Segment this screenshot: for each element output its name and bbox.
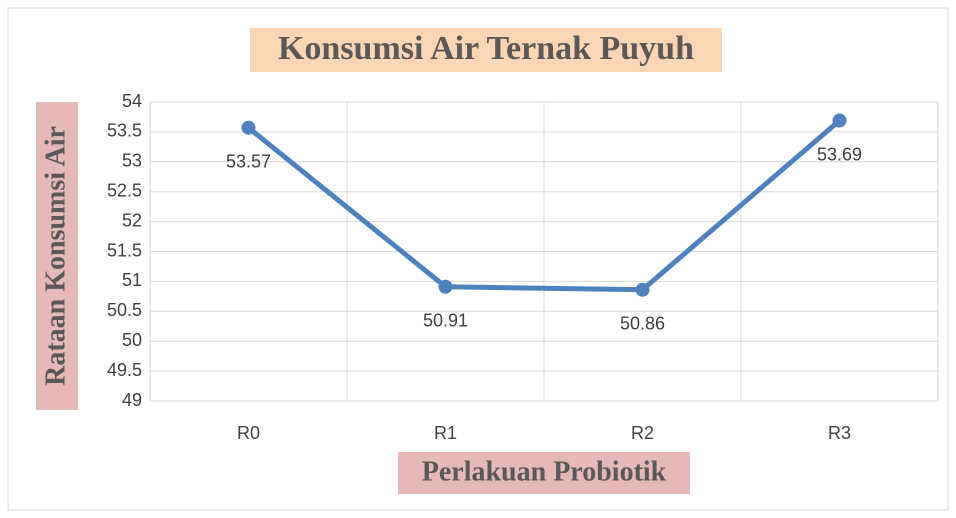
chart-title: Konsumsi Air Ternak Puyuh <box>278 30 694 67</box>
chart-border <box>7 7 949 511</box>
y-tick-label: 51.5 <box>107 240 142 260</box>
x-tick-label: R3 <box>828 423 851 443</box>
data-label: 50.86 <box>620 314 665 334</box>
data-label: 53.69 <box>817 144 862 164</box>
y-tick-label: 49.5 <box>107 360 142 380</box>
y-tick-label: 52 <box>122 210 142 230</box>
x-tick-label: R2 <box>631 423 654 443</box>
marker <box>832 113 847 128</box>
x-tick-label: R0 <box>237 423 260 443</box>
line <box>246 118 842 293</box>
data-label: 53.57 <box>226 151 271 171</box>
y-tick-label: 53 <box>122 151 142 171</box>
title-box <box>250 28 722 72</box>
marker <box>438 279 453 294</box>
y-tick-label: 54 <box>122 91 142 111</box>
y-label-box <box>36 102 78 410</box>
x-tick-label: R1 <box>434 423 457 443</box>
data-label: 50.91 <box>423 311 468 331</box>
y-tick-label: 49 <box>122 390 142 410</box>
y-axis-label: Rataan Konsumsi Air <box>40 126 71 386</box>
x-axis-label: Perlakuan Probiotik <box>422 456 667 487</box>
y-tick-label: 51 <box>122 270 142 290</box>
marker <box>635 282 650 297</box>
y-tick-label: 50.5 <box>107 300 142 320</box>
marker <box>241 120 256 135</box>
y-tick-label: 50 <box>122 330 142 350</box>
x-label-box <box>398 452 690 494</box>
y-tick-label: 52.5 <box>107 180 142 200</box>
y-tick-label: 53.5 <box>107 121 142 141</box>
